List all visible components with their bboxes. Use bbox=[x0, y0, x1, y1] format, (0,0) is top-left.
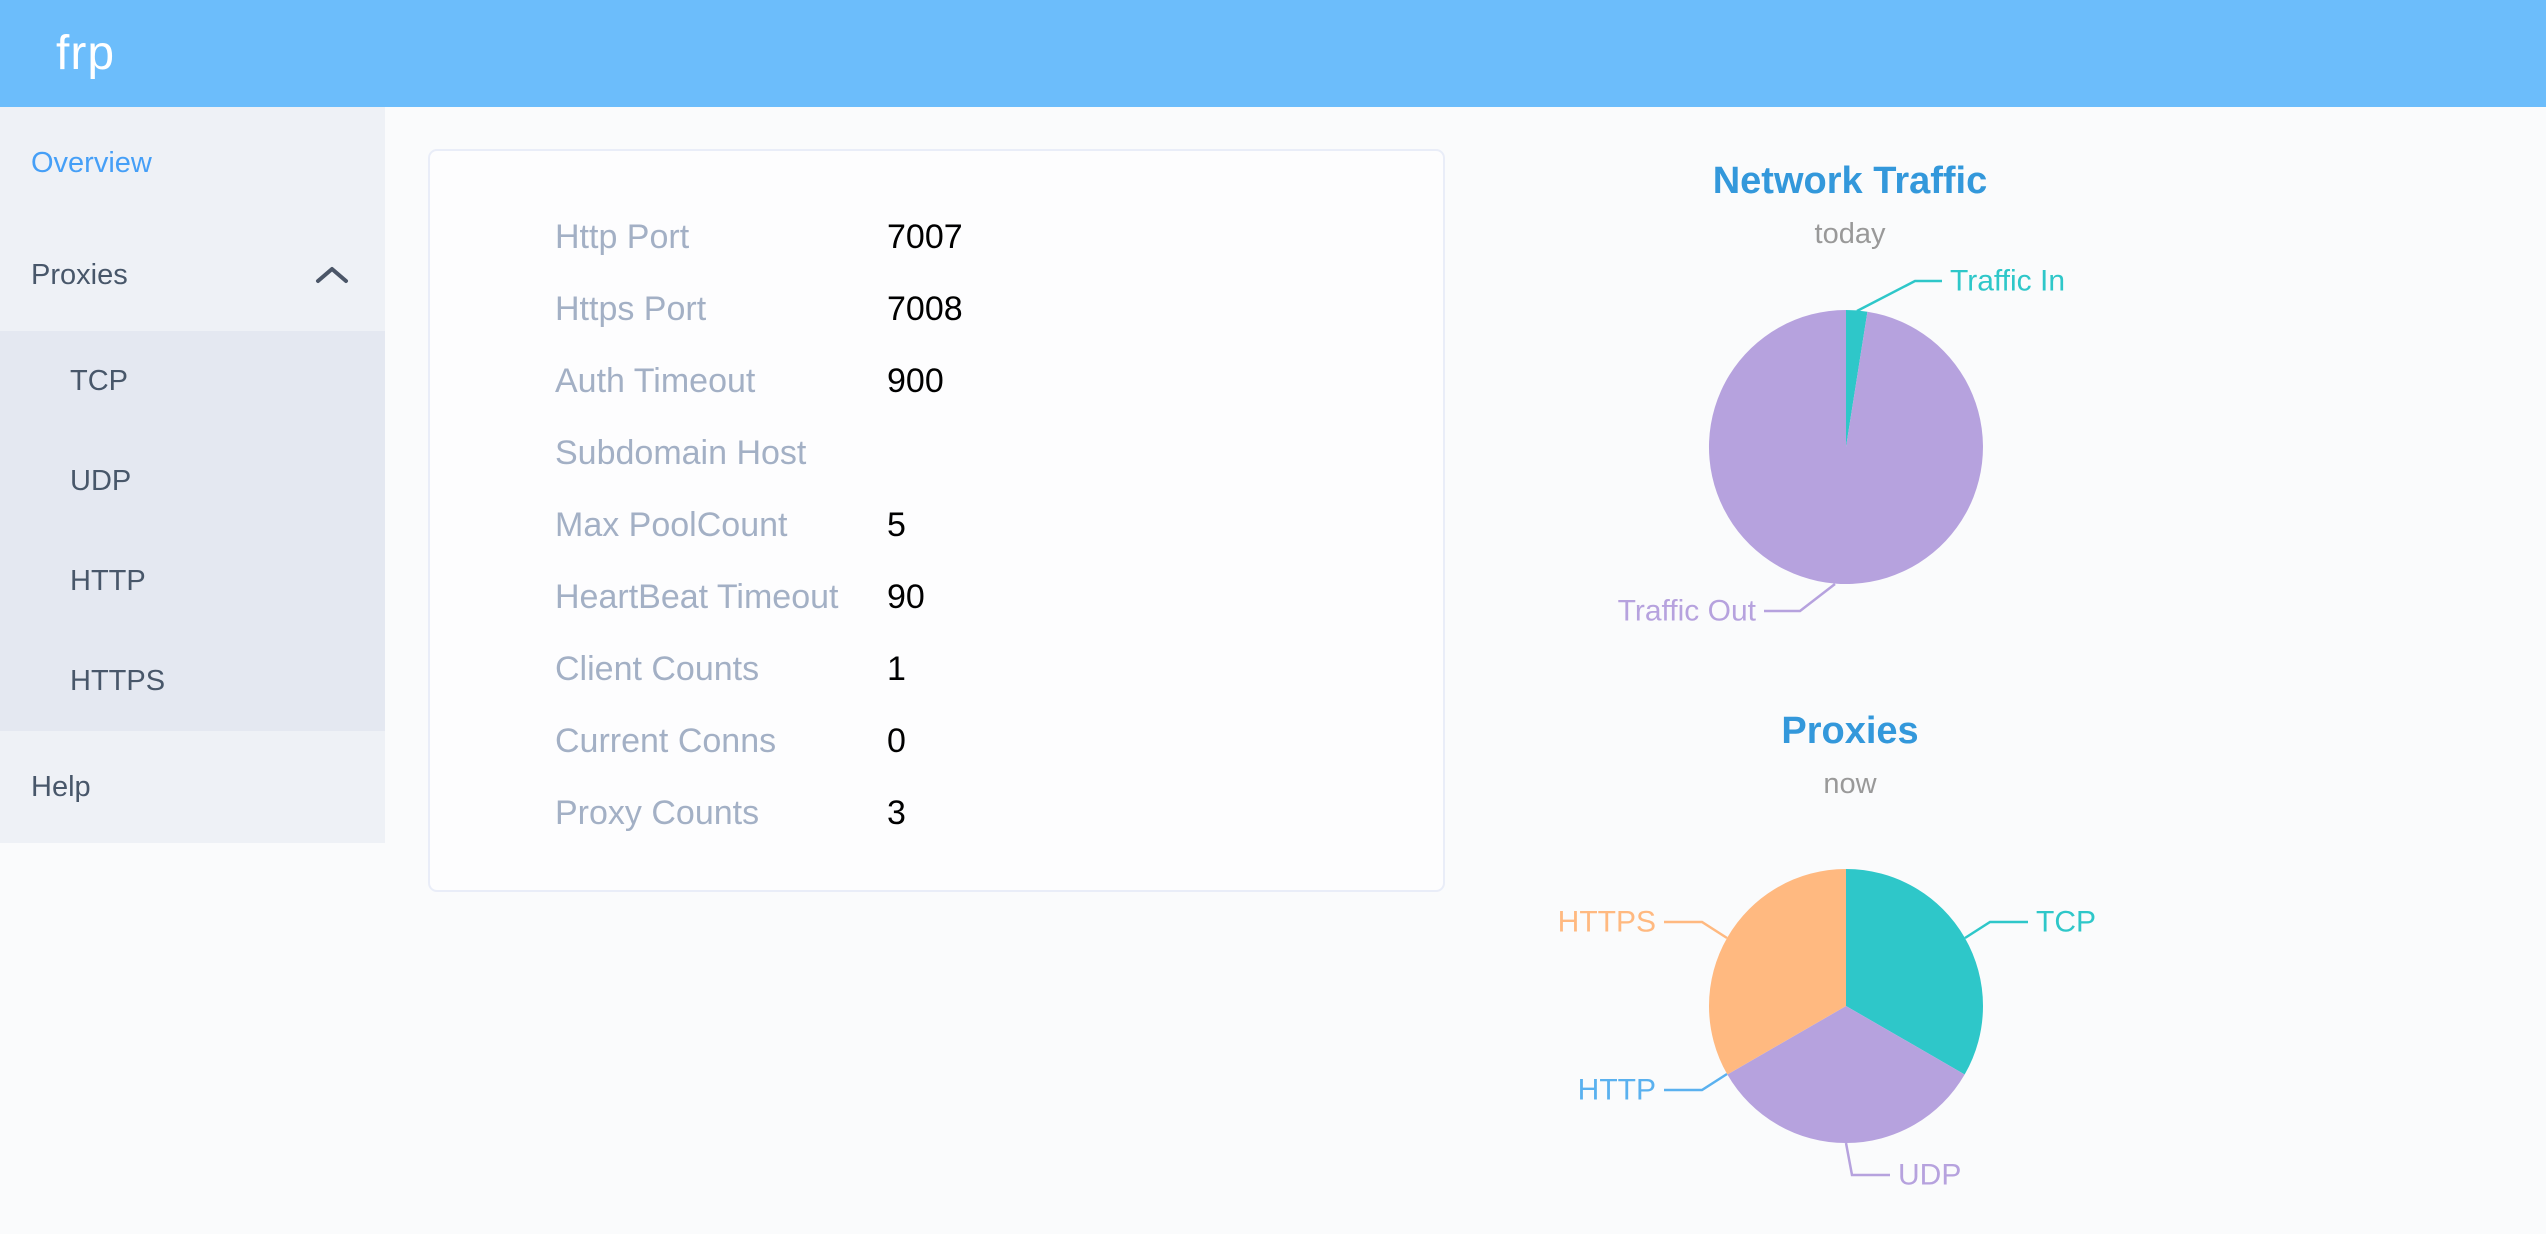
traffic-out-leader-line bbox=[1764, 583, 1836, 613]
sidebar: Overview Proxies TCP UDP HTTP HTTPS Help bbox=[0, 107, 385, 843]
config-value: 90 bbox=[887, 577, 925, 616]
config-label: Current Conns bbox=[555, 721, 777, 760]
config-row: HeartBeat Timeout 90 bbox=[555, 561, 1443, 633]
pie-slice-tcp[interactable] bbox=[1846, 869, 1984, 1075]
config-label: Max PoolCount bbox=[555, 505, 788, 544]
config-value: 900 bbox=[887, 361, 944, 400]
config-label: Https Port bbox=[555, 289, 707, 328]
sidebar-item-label: Overview bbox=[31, 146, 152, 179]
sidebar-item-overview[interactable]: Overview bbox=[0, 107, 385, 219]
sidebar-subitem-https[interactable]: HTTPS bbox=[70, 664, 166, 697]
config-label: Proxy Counts bbox=[555, 793, 760, 832]
config-label: HeartBeat Timeout bbox=[555, 577, 839, 616]
frp-logo: frp bbox=[56, 27, 116, 80]
pie-label-https: HTTPS bbox=[1560, 906, 1656, 939]
chart-title: Proxies bbox=[1781, 710, 1919, 752]
pie-slice-traffic-out[interactable] bbox=[1708, 310, 1983, 584]
network-traffic-chart: Network Traffic today Traffic In Traffic… bbox=[1560, 140, 2140, 640]
config-label: Http Port bbox=[555, 217, 690, 256]
traffic-in-leader-line bbox=[1856, 279, 1942, 313]
chart-subtitle: today bbox=[1814, 218, 1886, 250]
https-leader-line bbox=[1664, 920, 1728, 940]
config-row: Client Counts 1 bbox=[555, 633, 1443, 705]
config-row: Http Port 7007 bbox=[555, 201, 1443, 273]
config-row: Current Conns 0 bbox=[555, 705, 1443, 777]
config-row: Max PoolCount 5 bbox=[555, 489, 1443, 561]
config-value: 1 bbox=[887, 649, 906, 688]
tcp-leader-line bbox=[1964, 920, 2028, 940]
pie-label-traffic-out: Traffic Out bbox=[1618, 595, 1757, 628]
chart-title: Network Traffic bbox=[1712, 160, 1988, 202]
config-value: 3 bbox=[887, 793, 906, 832]
server-config-card: Http Port 7007 Https Port 7008 Auth Timeout 9… bbox=[428, 149, 1445, 892]
config-row: Https Port 7008 bbox=[555, 273, 1443, 345]
config-label: Auth Timeout bbox=[555, 361, 756, 400]
config-value: 7007 bbox=[887, 217, 963, 256]
pie-label-http: HTTP bbox=[1578, 1074, 1656, 1107]
sidebar-item-label: Proxies bbox=[31, 258, 128, 291]
chevron-up-icon bbox=[316, 267, 348, 283]
config-value: 5 bbox=[887, 505, 906, 544]
app-header: frp bbox=[0, 0, 2546, 107]
config-row: Auth Timeout 900 bbox=[555, 345, 1443, 417]
config-label: Subdomain Host bbox=[555, 433, 807, 472]
sidebar-subitem-tcp[interactable]: TCP bbox=[70, 364, 128, 397]
sidebar-item-label: Help bbox=[31, 770, 91, 803]
pie-slice-traffic-in[interactable] bbox=[1846, 310, 1868, 447]
chart-subtitle: now bbox=[1823, 768, 1877, 800]
pie-label-traffic-in: Traffic In bbox=[1950, 265, 2065, 298]
pie-slice-udp[interactable] bbox=[1727, 1006, 1965, 1144]
sidebar-item-proxies[interactable]: Proxies bbox=[0, 219, 385, 331]
sidebar-subitem-http[interactable]: HTTP bbox=[70, 564, 146, 597]
sidebar-subitem-udp[interactable]: UDP bbox=[70, 464, 132, 497]
pie-label-tcp: TCP bbox=[2036, 906, 2096, 939]
config-row: Proxy Counts 3 bbox=[555, 777, 1443, 849]
udp-leader-line bbox=[1844, 1142, 1890, 1177]
pie-label-udp: UDP bbox=[1898, 1159, 1961, 1192]
http-leader-line bbox=[1664, 1072, 1728, 1092]
sidebar-submenu: TCP UDP HTTP HTTPS bbox=[0, 331, 385, 731]
pie-slice-https[interactable] bbox=[1708, 869, 1846, 1075]
config-row: Subdomain Host bbox=[555, 417, 1443, 489]
config-label: Client Counts bbox=[555, 649, 760, 688]
config-value: 7008 bbox=[887, 289, 963, 328]
proxies-chart: Proxies now TCP HTTPS HTTP UDP bbox=[1560, 690, 2140, 1234]
config-value: 0 bbox=[887, 721, 906, 760]
sidebar-item-help[interactable]: Help bbox=[0, 731, 385, 843]
